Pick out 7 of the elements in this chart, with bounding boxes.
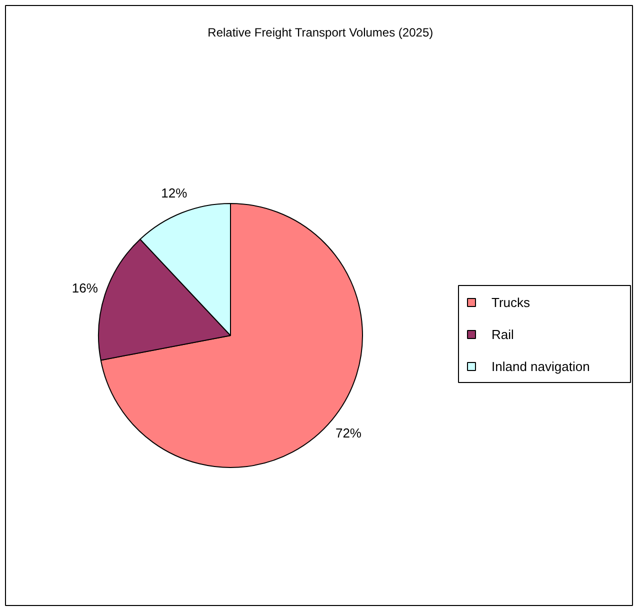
data-label: 12% bbox=[161, 186, 188, 201]
legend-label: Trucks bbox=[492, 295, 531, 310]
legend-label: Inland navigation bbox=[492, 359, 590, 374]
legend-label: Rail bbox=[492, 327, 514, 342]
data-label: 72% bbox=[335, 426, 362, 441]
data-label: 16% bbox=[72, 280, 98, 296]
chart-title: Relative Freight Transport Volumes (2025) bbox=[208, 26, 434, 40]
